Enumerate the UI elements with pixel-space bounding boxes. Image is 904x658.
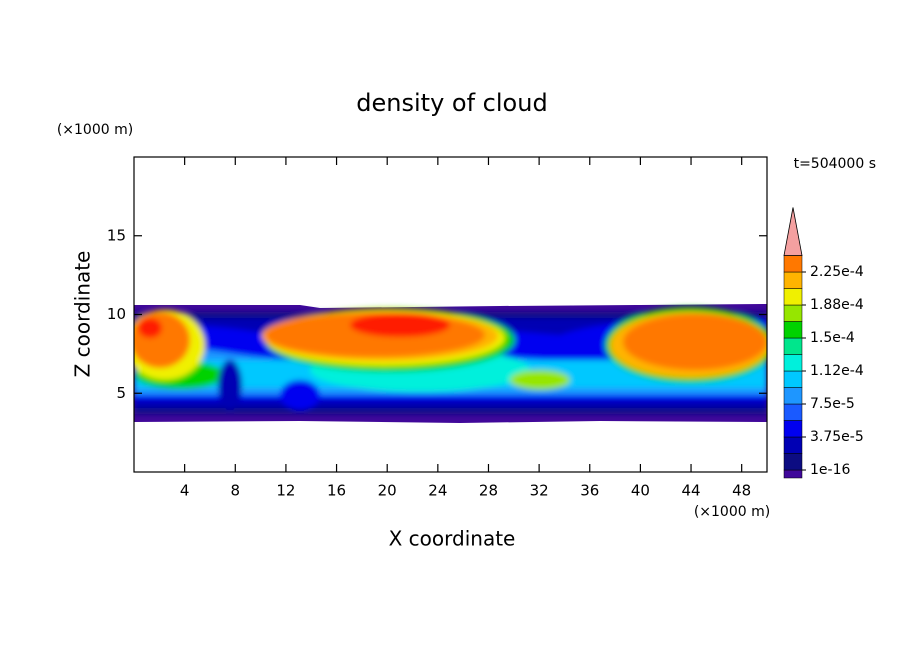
x-unit: (×1000 m) — [694, 504, 770, 520]
colorbar-band — [783, 337, 803, 355]
x-tick-label: 48 — [732, 482, 751, 500]
x-tick-label: 20 — [378, 482, 397, 500]
colorbar-label: 3.75e-5 — [810, 429, 864, 445]
x-tick-label: 28 — [479, 482, 498, 500]
y-axis-title: Z coordinate — [71, 251, 95, 378]
colorbar-band — [783, 387, 803, 405]
x-tick-label: 16 — [327, 482, 346, 500]
colorbar-label: 2.25e-4 — [810, 264, 864, 280]
colorbar-over — [783, 207, 803, 256]
colorbar-label: 1.12e-4 — [810, 363, 864, 379]
colorbar-band — [783, 370, 803, 388]
y-tick-label: 5 — [116, 384, 126, 402]
chart-title: density of cloud — [356, 89, 547, 117]
y-unit: (×1000 m) — [57, 122, 133, 138]
colorbar-band — [783, 288, 803, 306]
x-tick-label: 4 — [180, 482, 190, 500]
colorbar-band — [783, 354, 803, 372]
x-tick-label: 32 — [530, 482, 549, 500]
colorbar-label: 1.88e-4 — [810, 297, 864, 313]
x-tick-label: 24 — [428, 482, 447, 500]
colorbar-band — [783, 420, 803, 438]
colorbar-band — [783, 304, 803, 322]
time-label: t=504000 s — [794, 156, 876, 172]
contour-field — [134, 304, 767, 423]
colorbar-label: 1e-16 — [810, 462, 850, 478]
colorbar-label: 1.5e-4 — [810, 330, 855, 346]
colorbar-band — [783, 403, 803, 421]
colorbar-band — [783, 453, 803, 471]
y-tick-label: 10 — [107, 305, 126, 323]
colorbar: 1e-16 3.75e-5 7.5e-5 1.12e-4 1.5e-4 1.88e-4 2.… — [783, 207, 864, 479]
colorbar-band — [783, 321, 803, 339]
colorbar-band — [783, 271, 803, 289]
colorbar-label: 7.5e-5 — [810, 396, 855, 412]
x-tick-label: 40 — [631, 482, 650, 500]
x-tick-label: 36 — [580, 482, 599, 500]
x-axis-title: X coordinate — [389, 527, 516, 551]
x-tick-label: 44 — [681, 482, 700, 500]
x-tick-label: 8 — [231, 482, 241, 500]
colorbar-band — [783, 469, 803, 479]
y-tick-label: 15 — [107, 226, 126, 244]
colorbar-band — [783, 255, 803, 273]
x-tick-label: 12 — [276, 482, 295, 500]
colorbar-band — [783, 436, 803, 454]
